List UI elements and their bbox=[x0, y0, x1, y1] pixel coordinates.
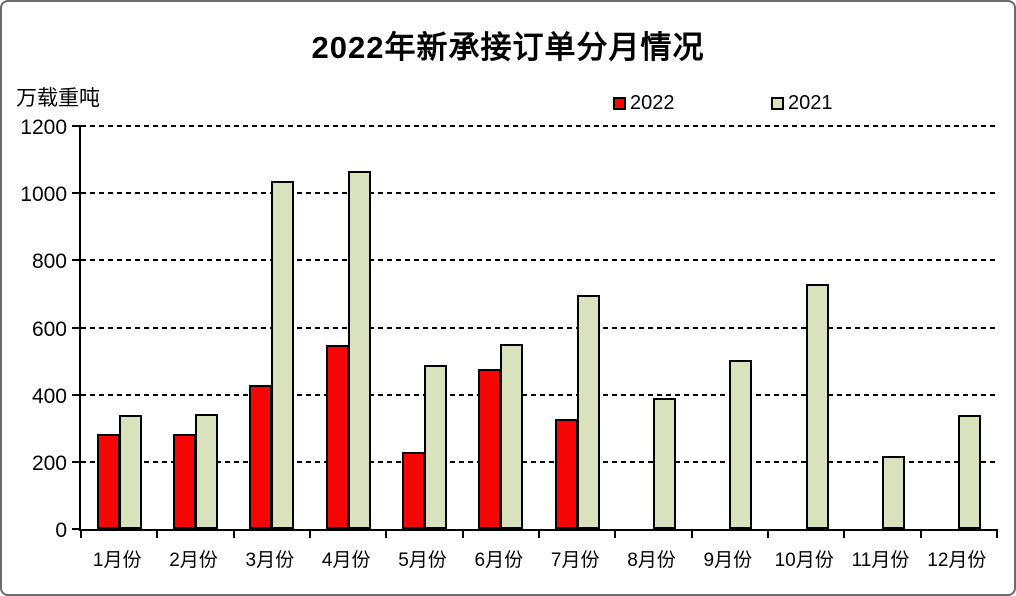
y-tick-label-600: 600 bbox=[31, 317, 67, 341]
x-label-6月份: 6月份 bbox=[474, 550, 524, 571]
bar-2021-12月份 bbox=[958, 414, 982, 529]
bar-2022-6月份 bbox=[478, 369, 502, 529]
gridline-1000 bbox=[81, 192, 997, 195]
y-tick-label-400: 400 bbox=[31, 384, 67, 408]
y-tick-label-1000: 1000 bbox=[20, 183, 67, 207]
bar-2021-5月份 bbox=[424, 365, 447, 529]
x-tick-5 bbox=[461, 529, 464, 538]
legend-item-2021: 2021 bbox=[771, 92, 833, 115]
chart-title: 2022年新承接订单分月情况 bbox=[311, 30, 705, 65]
y-tick-200 bbox=[72, 460, 81, 463]
bar-2021-1月份 bbox=[118, 414, 142, 529]
bar-2022-1月份 bbox=[96, 433, 120, 529]
bar-2022-7月份 bbox=[554, 418, 578, 529]
x-label-8月份: 8月份 bbox=[627, 550, 676, 571]
bar-2022-5月份 bbox=[402, 452, 425, 529]
y-tick-label-1200: 1200 bbox=[20, 116, 67, 139]
y-tick-label-800: 800 bbox=[31, 250, 67, 274]
x-tick-6 bbox=[538, 529, 540, 538]
legend-item-2022: 2022 bbox=[613, 92, 675, 115]
x-label-1月份: 1月份 bbox=[92, 550, 142, 571]
x-label-11月份: 11月份 bbox=[851, 550, 910, 571]
bar-2021-11月份 bbox=[882, 456, 905, 529]
x-tick-11 bbox=[919, 529, 922, 538]
x-tick-0 bbox=[80, 529, 82, 538]
x-label-5月份: 5月份 bbox=[398, 550, 447, 571]
x-tick-9 bbox=[767, 529, 769, 538]
gridline-400 bbox=[81, 393, 997, 396]
bar-2021-6月份 bbox=[500, 344, 524, 529]
bar-2022-2月份 bbox=[173, 433, 196, 529]
x-tick-3 bbox=[309, 529, 311, 538]
legend-swatch-2022 bbox=[613, 97, 626, 110]
y-tick-800 bbox=[72, 259, 81, 262]
legend-swatch-2021 bbox=[771, 97, 784, 110]
gridline-1200 bbox=[81, 125, 997, 127]
x-label-3月份: 3月份 bbox=[245, 550, 295, 571]
y-tick-400 bbox=[72, 393, 81, 396]
y-tick-1200 bbox=[72, 125, 81, 127]
plot-area bbox=[72, 125, 998, 538]
gridline-600 bbox=[81, 326, 997, 329]
y-tick-label-0: 0 bbox=[55, 519, 67, 542]
x-label-2月份: 2月份 bbox=[169, 550, 218, 571]
bar-2021-9月份 bbox=[729, 359, 753, 529]
bar-2021-2月份 bbox=[195, 413, 218, 529]
bar-2022-4月份 bbox=[325, 345, 349, 529]
bar-2021-4月份 bbox=[347, 171, 371, 529]
y-tick-0 bbox=[72, 528, 81, 530]
x-tick-1 bbox=[156, 529, 159, 538]
x-tick-7 bbox=[614, 529, 617, 538]
x-tick-4 bbox=[385, 529, 388, 538]
x-label-12月份: 12月份 bbox=[927, 550, 987, 571]
bar-2021-10月份 bbox=[805, 283, 829, 529]
y-tick-label-200: 200 bbox=[31, 451, 67, 475]
bar-2021-7月份 bbox=[576, 294, 600, 529]
gridline-200 bbox=[81, 460, 997, 463]
legend-label-2021: 2021 bbox=[788, 92, 833, 114]
x-label-7月份: 7月份 bbox=[550, 550, 600, 571]
x-tick-2 bbox=[232, 529, 235, 538]
bar-2021-3月份 bbox=[271, 180, 295, 529]
x-tick-10 bbox=[843, 529, 846, 538]
x-label-4月份: 4月份 bbox=[321, 550, 371, 571]
x-tick-12 bbox=[996, 529, 998, 538]
y-tick-600 bbox=[72, 326, 81, 329]
x-label-10月份: 10月份 bbox=[774, 550, 834, 571]
y-axis-unit-label: 万载重吨 bbox=[16, 87, 100, 110]
x-label-9月份: 9月份 bbox=[703, 550, 753, 571]
bar-2022-3月份 bbox=[249, 385, 273, 529]
legend-label-2022: 2022 bbox=[630, 92, 675, 114]
x-tick-8 bbox=[690, 529, 693, 538]
gridline-800 bbox=[81, 259, 997, 262]
y-tick-1000 bbox=[72, 192, 81, 195]
bar-2021-8月份 bbox=[653, 398, 676, 529]
